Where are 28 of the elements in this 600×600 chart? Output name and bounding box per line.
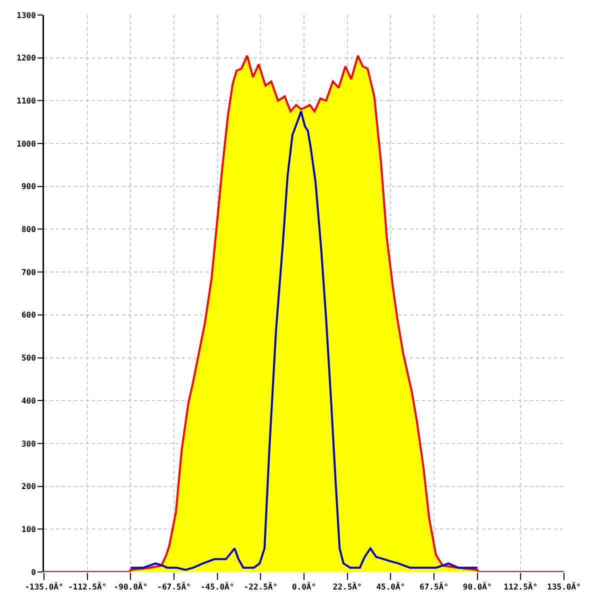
y-tick-label: 1100 — [16, 96, 36, 106]
y-tick-label: 800 — [21, 225, 36, 234]
y-tick-label: 400 — [21, 396, 36, 406]
y-tick-label: 500 — [21, 354, 36, 363]
x-tick-label: -67.5Â° — [157, 582, 191, 592]
y-tick-label: 300 — [21, 439, 36, 448]
line-series — [44, 54, 564, 572]
x-tick-label: -112.5Â° — [68, 582, 107, 592]
x-tick-label: 22.5Â° — [332, 582, 362, 592]
x-tick-label: 135.0Â° — [547, 582, 581, 592]
y-tick-label: 0 — [31, 568, 36, 577]
x-tick-label: 67.5Â° — [420, 582, 448, 592]
x-tick-label: -45.0Â° — [200, 582, 234, 592]
x-tick-label: 0.0Â° — [292, 582, 316, 592]
y-tick-label: 1000 — [16, 139, 36, 148]
y-tick-label: 700 — [21, 268, 36, 277]
y-tick-label: 200 — [21, 482, 36, 492]
x-tick-label: 45.0Â° — [376, 582, 406, 592]
y-tick-label: 900 — [21, 182, 36, 192]
x-tick-label: -90.0Â° — [114, 582, 148, 592]
x-tick-label: -22.5Â° — [244, 582, 278, 592]
x-tick-label: 90.0Â° — [462, 582, 492, 592]
x-tick-label: 112.5Â° — [504, 582, 538, 592]
y-tick-label: 1300 — [16, 10, 36, 20]
y-tick-label: 100 — [21, 524, 36, 534]
x-tick-label: -135.0Â° — [24, 582, 64, 592]
y-tick-label: 600 — [21, 310, 36, 320]
y-tick-label: 1200 — [16, 54, 36, 63]
